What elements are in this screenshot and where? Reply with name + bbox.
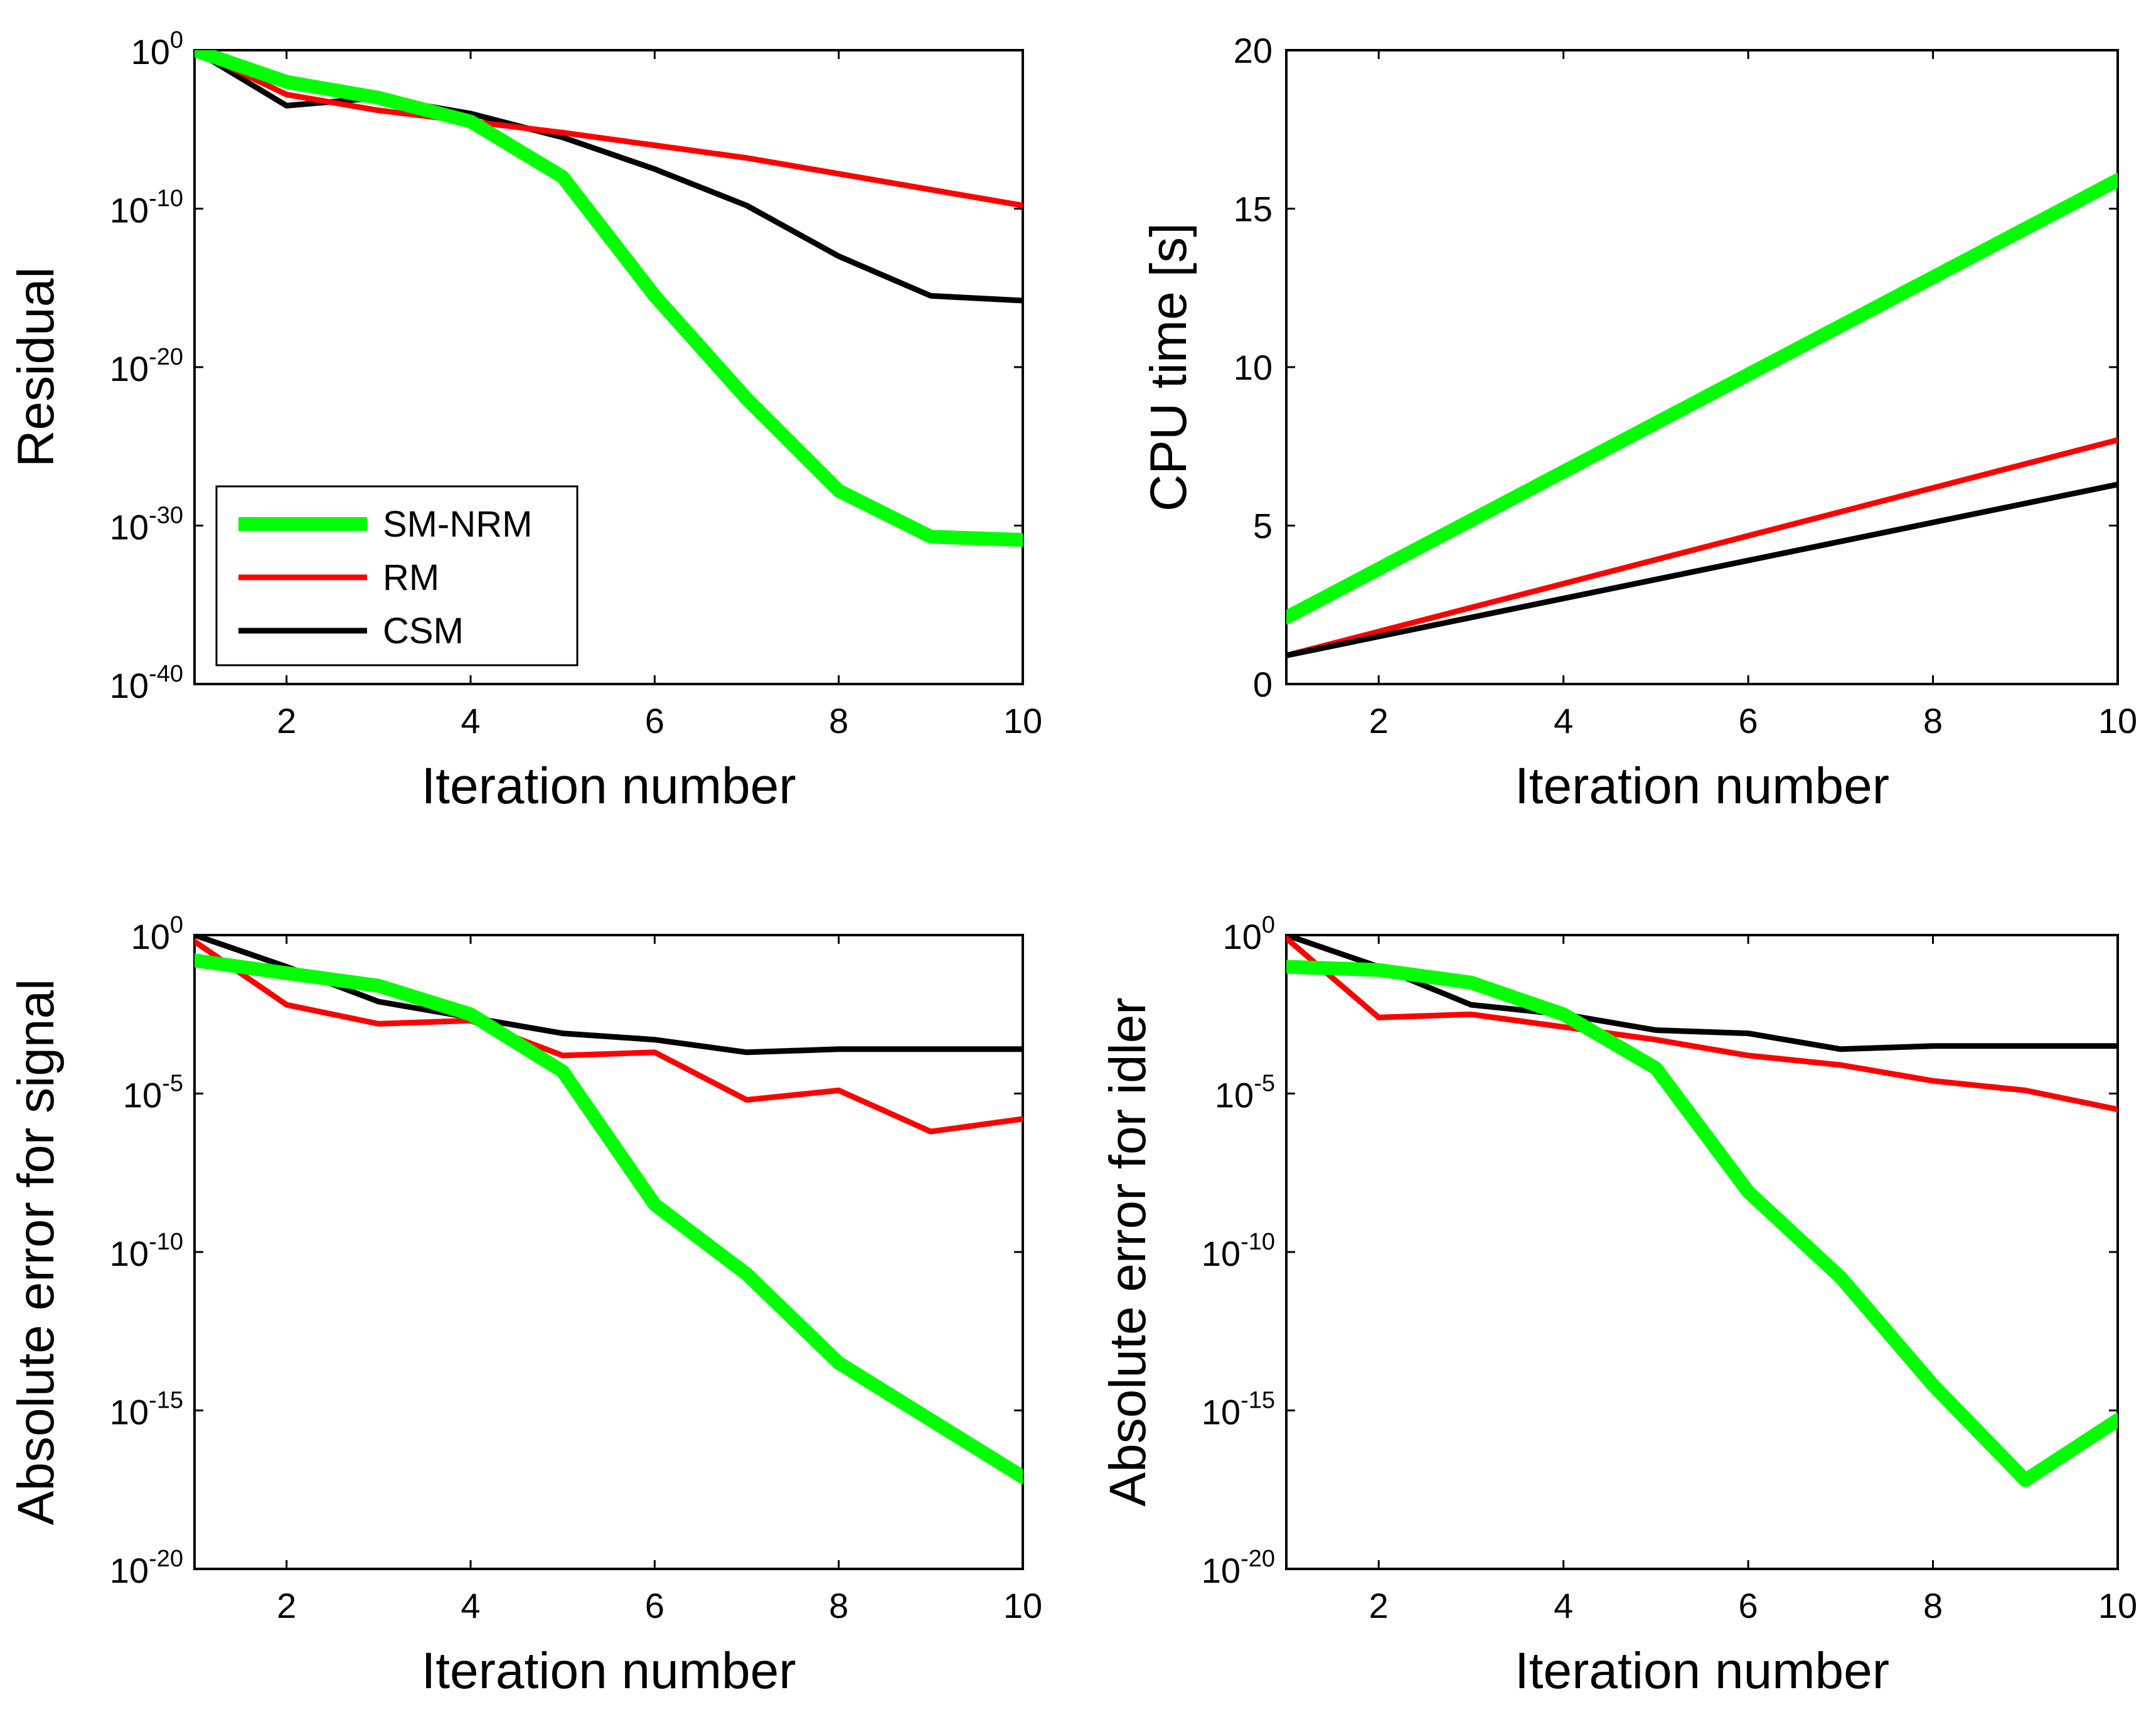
- chart-panel-error-signal: 2 4 6 8 10 100 10-5 10-10 10-15 10-20 Iteration nu…: [8, 912, 1042, 1699]
- y-tick-label: 15: [1234, 190, 1273, 229]
- y-axis-label: Absolute error for idler: [1099, 997, 1156, 1506]
- y-tick-label: 10-5: [1215, 1071, 1275, 1115]
- x-tick-label: 6: [1739, 1586, 1758, 1625]
- series-line-csm: [1286, 481, 2118, 658]
- y-tick-label: 100: [131, 912, 183, 956]
- series-line-csm: [1286, 935, 2118, 1052]
- x-tick-label: 2: [277, 701, 296, 741]
- y-tick-label: 5: [1253, 506, 1273, 546]
- series-line-csm: [195, 935, 1023, 1056]
- chart-panel-cpu-time: 2 4 6 8 10 0 5 10 15 20 Iteration number CPU time […: [1140, 31, 2137, 815]
- x-tick-label: 2: [1369, 1586, 1389, 1625]
- x-tick-label: 8: [1923, 1586, 1943, 1625]
- y-axis-label: Absolute error for signal: [8, 979, 65, 1526]
- series-line-sm-nrm: [1286, 960, 2118, 1487]
- series-line-sm-nrm: [195, 953, 1023, 1484]
- x-tick-label: 6: [645, 701, 664, 741]
- y-tick-label: 100: [1223, 912, 1275, 956]
- legend-label-csm: CSM: [383, 611, 464, 651]
- chart-panel-error-idler: 2 4 6 8 10 100 10-5 10-10 10-15 10-20 Iteration nu…: [1099, 912, 2137, 1699]
- y-tick-label: 10-40: [110, 661, 183, 705]
- y-tick-label: 10-15: [110, 1388, 183, 1432]
- x-tick-label: 8: [1923, 701, 1943, 741]
- y-tick-label: 10-10: [1202, 1229, 1275, 1273]
- x-tick-label: 6: [645, 1586, 664, 1625]
- legend-label-sm-nrm: SM-NRM: [383, 504, 532, 545]
- plot-frame: [1285, 49, 2119, 685]
- series-line-rm: [195, 50, 1023, 208]
- y-tick-label: 20: [1234, 31, 1273, 70]
- y-tick-label: 10-5: [123, 1071, 183, 1115]
- legend: SM-NRM RM CSM: [215, 485, 579, 666]
- y-axis-label: CPU time [s]: [1140, 223, 1197, 511]
- x-tick-label: 8: [829, 701, 848, 741]
- x-tick-label: 10: [2098, 701, 2137, 741]
- y-tick-label: 10-20: [1202, 1546, 1275, 1590]
- y-tick-label: 100: [131, 27, 183, 72]
- x-tick-label: 4: [461, 701, 480, 741]
- x-tick-label: 6: [1739, 701, 1758, 741]
- x-tick-label: 10: [2098, 1586, 2137, 1625]
- x-tick-label: 2: [1369, 701, 1389, 741]
- x-axis-label: Iteration number: [421, 1642, 796, 1699]
- x-tick-label: 2: [277, 1586, 296, 1625]
- y-tick-label: 0: [1253, 665, 1273, 704]
- x-tick-label: 4: [1554, 701, 1573, 741]
- x-axis-label: Iteration number: [421, 757, 796, 815]
- y-tick-label: 10: [1234, 348, 1273, 387]
- x-tick-label: 8: [829, 1586, 848, 1625]
- x-tick-label: 10: [1003, 701, 1042, 741]
- y-tick-label: 10-10: [110, 1229, 183, 1273]
- series-line-rm: [1286, 437, 2118, 658]
- series-line-sm-nrm: [195, 50, 1023, 547]
- y-tick-label: 10-15: [1202, 1388, 1275, 1432]
- chart-panel-residual: 2 4 6 8 10 100 10-10 10-20 10-30 10-40 Iteration n…: [8, 27, 1042, 815]
- y-tick-label: 10-10: [110, 186, 183, 230]
- x-tick-label: 10: [1003, 1586, 1042, 1625]
- x-axis-label: Iteration number: [1515, 757, 1889, 815]
- y-axis-label: Residual: [8, 267, 65, 467]
- series-line-rm: [1286, 935, 2118, 1113]
- y-tick-label: 10-20: [110, 344, 183, 388]
- plot-frame: [193, 934, 1024, 1570]
- series-line-sm-nrm: [1286, 173, 2118, 624]
- series-line-rm: [195, 938, 1023, 1135]
- y-tick-label: 10-30: [110, 503, 183, 547]
- legend-label-rm: RM: [383, 557, 439, 598]
- x-tick-label: 4: [461, 1586, 480, 1625]
- x-tick-label: 4: [1554, 1586, 1573, 1625]
- x-axis-label: Iteration number: [1515, 1642, 1889, 1699]
- y-tick-label: 10-20: [110, 1546, 183, 1590]
